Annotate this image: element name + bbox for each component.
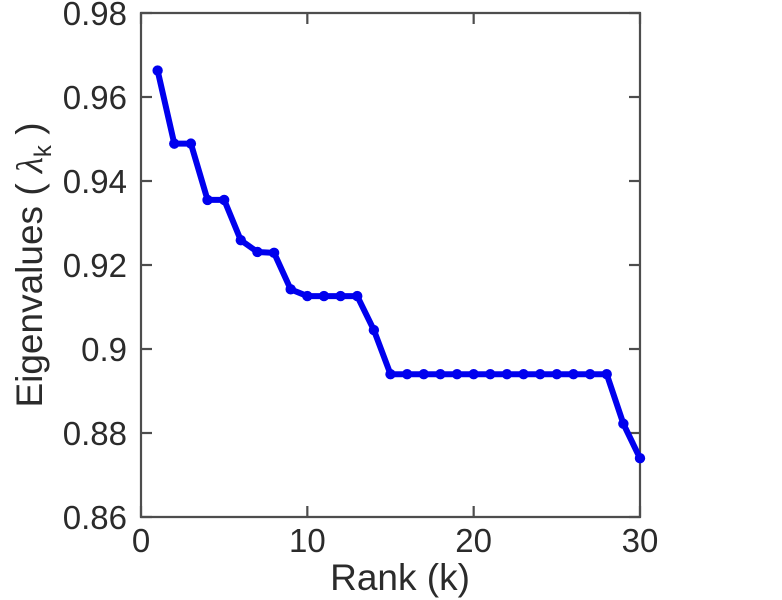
y-axis-tick-labels: 0.86 0.88 0.9 0.92 0.94 0.96 0.98: [63, 0, 127, 536]
x-axis-ticks: [139, 13, 642, 517]
x-axis-tick-labels: 0 10 20 30: [132, 522, 659, 559]
x-tick-label: 0: [132, 522, 150, 559]
data-point-marker: [202, 194, 213, 206]
data-point-marker: [368, 324, 380, 336]
data-point-marker: [551, 369, 563, 380]
data-point-marker: [518, 369, 529, 380]
data-point-marker: [285, 284, 296, 295]
data-point-marker: [485, 369, 496, 380]
axis-frame: [139, 11, 642, 519]
y-axis-title: Eigenvalues ( λk ): [9, 122, 57, 407]
y-axis-title-prefix: Eigenvalues (: [9, 173, 50, 407]
data-point-marker: [335, 290, 346, 302]
y-tick-label: 0.86: [63, 499, 127, 536]
data-point-marker: [418, 369, 429, 380]
data-point-marker: [618, 418, 629, 429]
data-point-marker: [218, 194, 230, 206]
eigenvalue-series-line: [154, 67, 643, 462]
data-point-marker: [169, 138, 180, 149]
data-point-marker: [584, 369, 596, 380]
data-point-marker: [535, 369, 546, 380]
data-point-marker: [568, 369, 579, 380]
y-axis-ticks: [141, 11, 640, 519]
data-point-marker: [352, 290, 363, 302]
data-point-marker: [501, 369, 513, 380]
y-tick-label: 0.94: [63, 163, 127, 200]
y-tick-label: 0.88: [63, 415, 127, 452]
data-point-marker: [601, 369, 612, 380]
data-point-marker: [401, 369, 413, 380]
x-tick-label: 20: [455, 522, 492, 559]
y-tick-label: 0.92: [63, 247, 127, 284]
x-tick-label: 30: [622, 522, 659, 559]
x-axis-title: Rank (k): [330, 557, 470, 598]
y-axis-title-subscript: k: [30, 144, 57, 157]
y-tick-label: 0.98: [63, 0, 127, 32]
eigenvalue-series-markers: [152, 65, 646, 464]
data-point-marker: [268, 247, 280, 259]
data-point-marker: [435, 369, 446, 380]
data-point-marker: [634, 453, 646, 464]
data-point-marker: [252, 246, 263, 258]
data-point-marker: [302, 290, 313, 302]
y-tick-label: 0.96: [63, 79, 127, 116]
y-axis-title-suffix: ): [9, 122, 50, 145]
data-point-marker: [468, 369, 479, 380]
data-point-marker: [451, 369, 463, 380]
x-tick-label: 10: [289, 522, 326, 559]
svg-text:Eigenvalues ( λk ): Eigenvalues ( λk ): [9, 122, 57, 407]
y-tick-label: 0.9: [81, 331, 127, 368]
data-point-marker: [318, 290, 330, 302]
data-point-marker: [235, 235, 246, 246]
y-axis-title-lambda-symbol: λ: [10, 157, 51, 174]
data-point-marker: [152, 65, 163, 76]
data-point-marker: [385, 369, 396, 380]
data-point-marker: [185, 138, 197, 149]
